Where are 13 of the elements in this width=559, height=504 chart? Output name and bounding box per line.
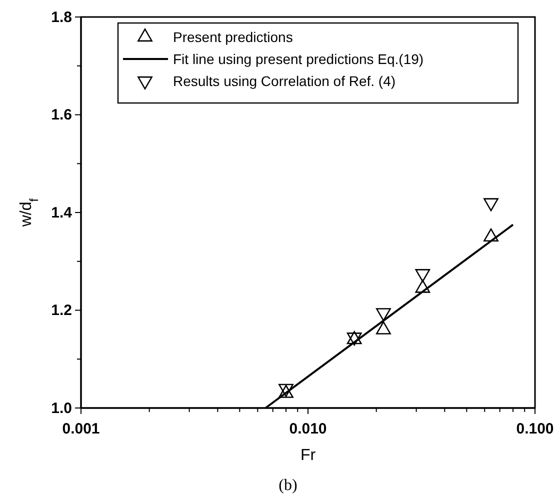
y-tick-label: 1.2 — [51, 302, 72, 320]
legend-label: Results using Correlation of Ref. (4) — [173, 72, 396, 89]
x-axis-title: Fr — [300, 447, 316, 464]
y-tick-label: 1.4 — [51, 204, 73, 222]
text: (b) — [278, 477, 298, 494]
y-tick-label: 1.8 — [51, 8, 72, 26]
x-tick-label: 0.001 — [62, 420, 100, 438]
x-tick-label: 0.010 — [289, 420, 327, 438]
y-tick-label: 1.0 — [51, 400, 72, 417]
y-tick-label: 1.6 — [51, 106, 72, 124]
legend-label: Fit line using present predictions Eq.(19) — [173, 50, 424, 67]
legend-label: Present predictions — [173, 28, 293, 45]
x-tick-label: 0.100 — [516, 420, 554, 438]
